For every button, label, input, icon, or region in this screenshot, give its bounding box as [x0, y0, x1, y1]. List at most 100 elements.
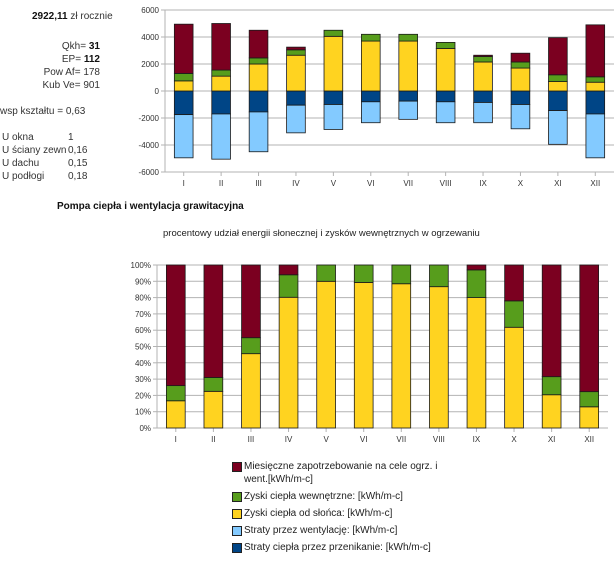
y-tick-label: 4000: [141, 33, 159, 42]
bar-demand: [241, 264, 261, 339]
ep-value: 112: [83, 54, 100, 65]
x-tick-label: XI: [548, 435, 556, 444]
bar-internal: [203, 377, 224, 392]
bar-solar: [165, 400, 186, 429]
legend-item-ventilation: Straty przez wentylację: [kWh/m-c]: [232, 524, 444, 537]
bar-solar: [435, 48, 456, 92]
bar-solar: [173, 80, 194, 92]
bar-demand: [579, 264, 600, 393]
x-tick-label: VIII: [440, 179, 452, 188]
u-row: U okna 1: [2, 132, 74, 143]
x-tick-label: V: [331, 179, 337, 188]
kub-label: Kub Ve=: [42, 80, 81, 91]
u-label: U ściany zewn: [2, 145, 67, 156]
y-tick-label: 50%: [135, 343, 151, 352]
u-value: 0,16: [68, 145, 88, 156]
bar-solar: [579, 406, 600, 429]
bar-internal: [165, 385, 186, 402]
u-value: 0,15: [68, 158, 88, 169]
bar-ventilation: [510, 104, 531, 130]
bar-demand: [165, 264, 186, 387]
bar-ventilation: [585, 113, 606, 159]
y-tick-label: 60%: [135, 326, 151, 335]
bar-solar: [398, 40, 418, 92]
bar-internal: [361, 33, 381, 42]
y-tick-label: 70%: [135, 310, 151, 319]
bar-demand: [286, 46, 306, 51]
x-tick-label: I: [175, 435, 177, 444]
qkh-value: 31: [88, 41, 100, 52]
y-tick-label: -4000: [139, 141, 160, 150]
x-tick-label: IV: [292, 179, 300, 188]
u-label: U dachu: [2, 158, 40, 169]
legend-label: Zyski ciepła od słońca: [kWh/m-c]: [244, 508, 393, 519]
bar-transmission: [510, 90, 531, 105]
bar-solar: [466, 297, 487, 429]
bar-transmission: [286, 90, 306, 106]
bar-internal: [391, 264, 412, 285]
qkh-label: Qkh=: [61, 41, 87, 52]
bar-transmission: [248, 90, 269, 113]
x-tick-label: VIII: [433, 435, 445, 444]
y-tick-label: -2000: [139, 114, 160, 123]
u-row: U podłogi 0,18: [2, 171, 87, 182]
x-tick-label: IX: [479, 179, 487, 188]
pow-label: Pow Af=: [43, 67, 81, 78]
u-label: U okna: [2, 132, 34, 143]
legend-item-internal: Zyski ciepła wewnętrzne: [kWh/m-c]: [232, 490, 444, 503]
bar-solar: [429, 286, 449, 429]
bar-internal: [548, 74, 568, 82]
x-tick-label: VI: [367, 179, 375, 188]
x-tick-label: XI: [554, 179, 562, 188]
legend-swatch-ventilation: [232, 526, 242, 536]
bar-transmission: [585, 90, 606, 115]
pow-row: Pow Af= 178: [0, 67, 100, 78]
y-tick-label: 30%: [135, 375, 151, 384]
bar-ventilation: [323, 104, 344, 130]
bar-solar: [248, 63, 269, 92]
bar-solar: [504, 326, 524, 429]
bar-solar: [286, 54, 306, 92]
bar-internal: [466, 269, 487, 298]
x-tick-label: X: [511, 435, 517, 444]
y-tick-label: -6000: [139, 168, 160, 177]
bar-internal: [286, 49, 306, 56]
bar-solar: [548, 81, 568, 92]
u-value: 0,18: [68, 171, 88, 182]
chart-legend: Miesięczne zapotrzebowanie na cele ogrz.…: [232, 460, 444, 558]
bar-demand: [510, 52, 531, 63]
annual-cost-unit: zł rocznie: [70, 11, 113, 22]
bar-internal: [585, 76, 606, 83]
x-tick-label: II: [219, 179, 223, 188]
x-tick-label: IX: [473, 435, 481, 444]
section-title: Pompa ciepła i wentylacja grawitacyjna: [57, 201, 244, 212]
bar-ventilation: [361, 101, 381, 124]
bar-solar: [585, 81, 606, 92]
bar-ventilation: [548, 110, 568, 145]
annual-cost: 2922,11 zł rocznie: [32, 11, 113, 22]
bar-demand: [278, 264, 299, 276]
bar-solar: [323, 35, 344, 92]
x-tick-label: XII: [584, 435, 594, 444]
bar-ventilation: [435, 101, 456, 124]
bar-solar: [510, 67, 531, 92]
bar-ventilation: [248, 111, 269, 153]
u-row: U ściany zewn 0,16: [2, 145, 87, 156]
bar-demand: [173, 23, 194, 74]
x-tick-label: VII: [396, 435, 406, 444]
y-tick-label: 2000: [141, 60, 159, 69]
bar-transmission: [398, 90, 418, 102]
bar-solar: [241, 353, 261, 429]
ep-label: EP=: [61, 54, 82, 65]
legend-swatch-solar: [232, 509, 242, 519]
bar-internal: [353, 264, 374, 283]
shape-factor-label: wsp kształtu =: [0, 106, 64, 117]
y-tick-label: 40%: [135, 359, 151, 368]
bar-internal: [173, 73, 194, 82]
bar-demand: [585, 24, 606, 78]
bar-internal: [278, 274, 299, 298]
legend-label: Miesięczne zapotrzebowanie na cele ogrz.…: [244, 461, 438, 485]
y-tick-label: 100%: [131, 261, 151, 270]
x-tick-label: X: [518, 179, 524, 188]
bar-solar: [278, 296, 299, 429]
